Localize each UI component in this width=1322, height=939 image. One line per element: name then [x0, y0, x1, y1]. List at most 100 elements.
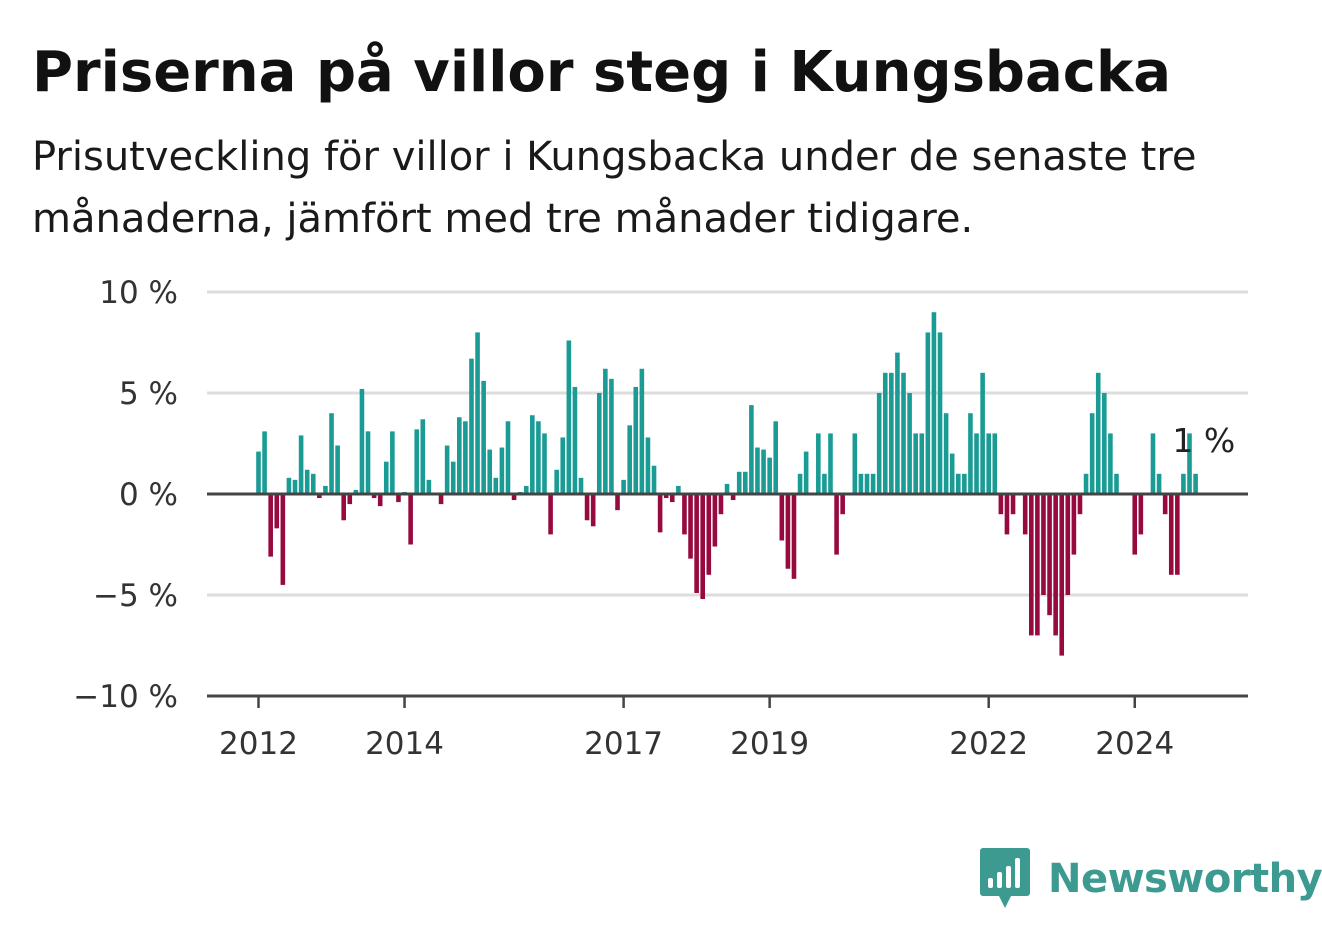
y-tick-label: 5 % [119, 376, 178, 412]
newsworthy-logo-text: Newsworthy [1048, 856, 1322, 902]
bar-positive [286, 477, 292, 494]
chart-title: Priserna på villor steg i Kungsbacka [32, 40, 1172, 105]
bar-positive [1114, 473, 1119, 494]
bar-positive [822, 473, 827, 494]
bar-negative [615, 494, 620, 511]
bar-positive [603, 368, 608, 494]
bar-positive [262, 431, 267, 494]
bar-positive [955, 473, 961, 494]
bar-positive [542, 433, 547, 494]
bar-positive [749, 405, 754, 494]
chart-subtitle: Prisutveckling för villor i Kungsbacka u… [32, 134, 1197, 242]
bar-positive [1156, 473, 1162, 494]
bar-negative [1175, 494, 1180, 575]
bar-negative [1138, 494, 1144, 535]
bar-negative [408, 494, 413, 545]
bar-negative [657, 494, 663, 533]
bar-positive [627, 425, 632, 494]
bar-positive [913, 433, 918, 494]
bar-positive [633, 386, 639, 494]
bar-negative [347, 494, 353, 505]
bar-positive [292, 479, 298, 494]
bar-positive [493, 477, 499, 494]
bar-positive [596, 393, 602, 494]
bar-positive [1095, 372, 1101, 494]
bar-positive [323, 485, 328, 494]
bar-negative [371, 494, 377, 499]
last-value-label: 1 % [1172, 421, 1235, 460]
bar-negative [688, 494, 693, 559]
x-tick-label: 2019 [730, 726, 809, 762]
bar-positive [645, 437, 651, 494]
annotations: 1 % [1172, 421, 1235, 460]
bar-positive [803, 451, 809, 494]
bar-positive [499, 447, 505, 494]
bar-negative [1059, 494, 1065, 656]
bar-positive [426, 479, 432, 494]
bar-positive [1181, 473, 1186, 494]
bar-negative [785, 494, 791, 569]
bar-positive [937, 332, 943, 494]
bar-positive [949, 453, 955, 494]
bar-positive [621, 479, 626, 494]
bar-negative [669, 494, 675, 503]
bar-positive [816, 433, 821, 494]
bar-positive [487, 449, 493, 494]
bar-negative [396, 494, 401, 503]
bar-positive [1150, 433, 1156, 494]
bar-negative [700, 494, 705, 600]
bar-positive [761, 449, 766, 494]
bar-positive [414, 429, 420, 494]
bar-negative [511, 494, 517, 501]
bar-negative [791, 494, 797, 579]
bar-negative [706, 494, 712, 575]
x-tick-label: 2012 [219, 726, 298, 762]
y-tick-label: 0 % [119, 477, 178, 513]
bar-positive [310, 473, 316, 494]
bar-negative [1168, 494, 1174, 575]
bars [256, 312, 1198, 656]
bar-positive [554, 469, 559, 494]
bar-positive [901, 372, 906, 494]
bar-negative [682, 494, 687, 535]
bar-negative [1041, 494, 1046, 595]
bar-positive [1089, 413, 1095, 494]
bar-positive [870, 473, 876, 494]
bar-positive [743, 471, 748, 494]
bar-positive [390, 431, 395, 494]
bar-positive [304, 469, 310, 494]
bar-positive [962, 473, 967, 494]
bar-positive [256, 451, 261, 494]
bar-positive [1108, 433, 1113, 494]
bar-positive [481, 380, 486, 494]
bar-positive [523, 485, 529, 494]
bar-positive [1193, 473, 1198, 494]
bar-positive [505, 421, 511, 494]
bar-negative [840, 494, 845, 515]
bar-positive [572, 386, 578, 494]
bar-negative [317, 494, 322, 499]
bar-chart: 10 % 5 % 0 % −5 % −10 % 2012 2014 2017 2019 2022… [73, 275, 1248, 762]
bar-negative [834, 494, 839, 555]
bar-positive [992, 433, 998, 494]
x-axis-ticks: 2012 2014 2017 2019 2022 2024 [219, 696, 1174, 762]
bar-positive [1187, 433, 1192, 494]
bar-positive [353, 489, 359, 494]
bar-positive [889, 372, 894, 494]
y-tick-label: −10 % [73, 679, 178, 715]
bar-positive [359, 388, 365, 494]
bar-positive [609, 378, 614, 494]
axes [207, 492, 1248, 698]
bar-positive [444, 445, 450, 494]
bar-negative [998, 494, 1004, 515]
bar-positive [469, 358, 474, 494]
bar-positive [828, 433, 833, 494]
bar-positive [536, 421, 541, 494]
bar-negative [584, 494, 590, 521]
bar-positive [420, 419, 426, 494]
bar-positive [651, 465, 657, 494]
x-tick-label: 2024 [1095, 726, 1174, 762]
bar-negative [268, 494, 273, 557]
bar-negative [1047, 494, 1052, 616]
bar-negative [377, 494, 383, 507]
